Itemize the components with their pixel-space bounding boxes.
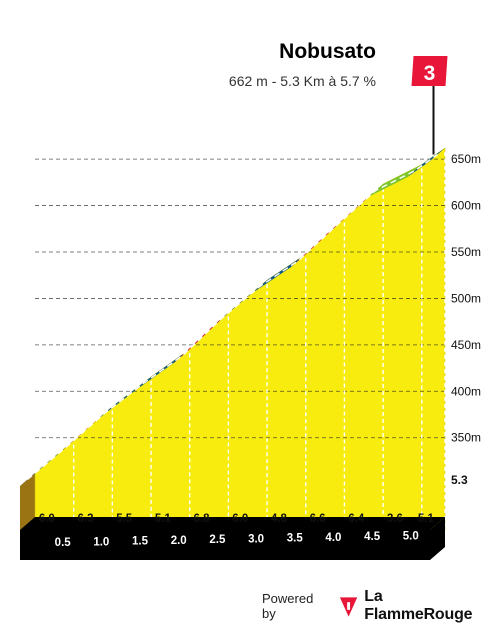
altitude-tick-label: 450m — [451, 338, 481, 352]
km-label: 2.0 — [171, 535, 187, 547]
climb-subtitle: 662 m - 5.3 Km à 5.7 % — [228, 73, 376, 89]
gradient-label: 3.6 — [387, 513, 403, 525]
climb-title: Nobusato — [279, 40, 376, 63]
km-label: 4.0 — [325, 532, 341, 544]
km-band-top — [20, 517, 445, 530]
altitude-tick-label: 650m — [451, 152, 481, 166]
altitude-tick-label: 550m — [451, 245, 481, 259]
elevation-profile-chart: 350m 400m 450m 500m 550m 600m 650m 6.0 6.3 5.5 5.1… — [20, 56, 481, 560]
km-label: 1.0 — [93, 536, 109, 548]
summit-flag — [411, 56, 448, 86]
km-label: 1.5 — [132, 536, 149, 548]
gradient-label: 6.8 — [194, 513, 211, 525]
gradient-label: 5.1 — [418, 513, 435, 525]
km-label: 0.5 — [55, 537, 72, 549]
gradient-label: 5.1 — [155, 513, 172, 525]
flame-logo-icon[interactable] — [338, 594, 359, 618]
altitude-tick-label: 600m — [451, 199, 481, 213]
altitude-tick-label: 350m — [451, 431, 481, 445]
km-band — [20, 530, 430, 560]
km-label: 2.5 — [209, 534, 226, 546]
powered-by-text: Powered by — [262, 591, 314, 621]
altitude-tick-label: 500m — [451, 291, 481, 305]
km-label: 3.5 — [287, 533, 304, 545]
altitude-tick-label: 400m — [451, 384, 481, 398]
brand-link[interactable]: La FlammeRouge — [364, 588, 473, 623]
gradient-label: 6.0 — [39, 513, 55, 525]
gradient-label: 4.8 — [271, 513, 288, 525]
km-label: 5.3 — [451, 473, 468, 487]
gradient-label: 6.4 — [348, 513, 365, 525]
gradient-label: 5.5 — [116, 513, 133, 525]
km-band-side — [430, 517, 445, 560]
km-label: 5.0 — [403, 530, 419, 542]
km-label: 3.0 — [248, 533, 264, 545]
km-label: 4.5 — [364, 531, 381, 543]
road-centre-line — [27, 153, 438, 481]
gradient-label: 6.0 — [232, 513, 248, 525]
gradient-label: 6.3 — [78, 513, 94, 525]
gradient-label: 6.6 — [310, 513, 326, 525]
category-label: 3 — [424, 62, 436, 85]
road-side-base — [20, 473, 35, 530]
footer: Powered by La FlammeRouge — [262, 588, 490, 624]
